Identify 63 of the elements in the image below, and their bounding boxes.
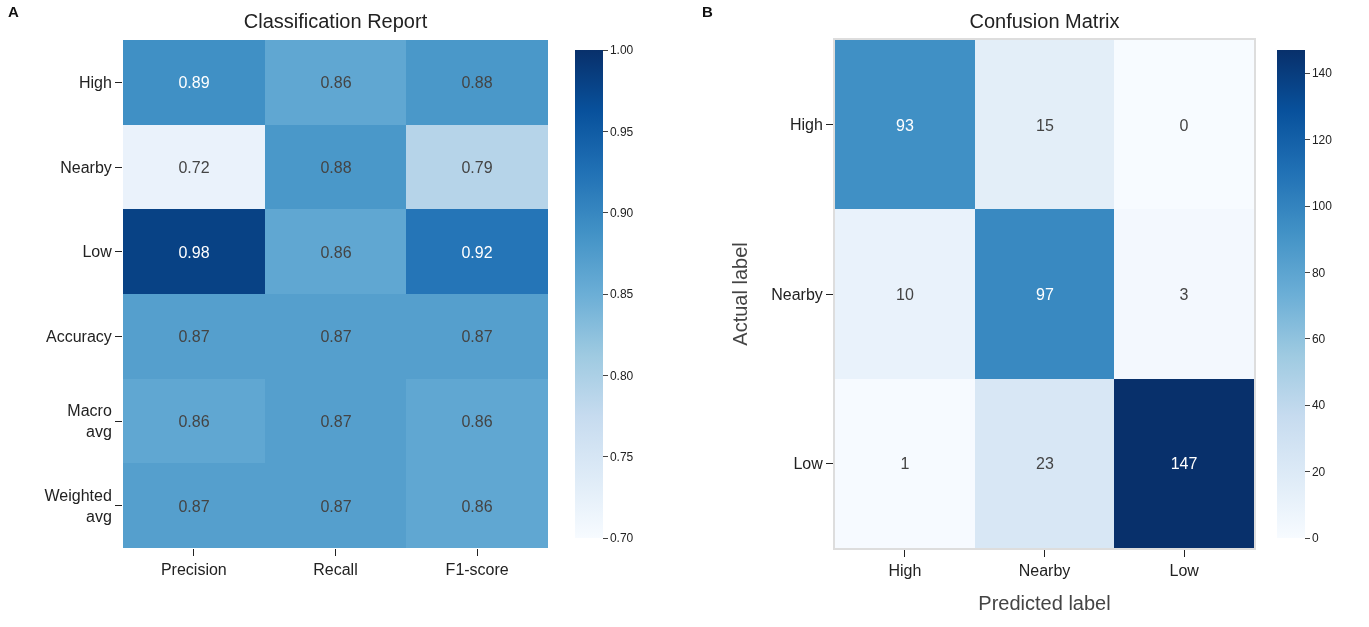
- color-bar-label: 60: [1311, 332, 1326, 347]
- data-label: 93: [896, 116, 914, 134]
- data-label: 147: [1170, 454, 1198, 472]
- data-label: 0.72: [178, 158, 210, 176]
- color-bar-label: 0.95: [609, 124, 634, 139]
- color-bar-label: 120: [1311, 132, 1333, 147]
- data-label: 0.98: [178, 243, 210, 261]
- y-tick-label: High: [78, 73, 112, 91]
- color-bar-label: 0.80: [609, 368, 634, 383]
- data-label: 0: [1179, 116, 1189, 134]
- color-bar-label: 0.75: [609, 449, 634, 464]
- data-label: 3: [1179, 285, 1189, 303]
- text: B: [702, 3, 713, 20]
- data-label: 0.92: [461, 243, 493, 261]
- data-label: 0.87: [320, 327, 352, 345]
- color-bar-label: 1.00: [609, 43, 634, 58]
- color-bar-label: 0: [1311, 531, 1319, 546]
- color-bar-label: 0.85: [609, 287, 634, 302]
- data-label: 0.88: [461, 73, 493, 91]
- y-tick-label: Macro avg: [67, 402, 112, 440]
- color-bar-label: 140: [1311, 66, 1333, 81]
- x-tick-label: Precision: [160, 561, 227, 579]
- y-tick-label: Nearby: [771, 285, 823, 303]
- chart-title: Confusion Matrix: [969, 10, 1120, 32]
- y-tick-label: High: [789, 116, 823, 134]
- color-bar-label: 0.90: [609, 205, 634, 220]
- data-label: 1: [900, 454, 910, 472]
- x-axis-title: Predicted label: [978, 592, 1111, 615]
- data-label: 0.89: [178, 73, 210, 91]
- y-tick-label: Weighted avg: [44, 486, 112, 525]
- data-label: 0.86: [461, 412, 493, 430]
- data-label: 0.87: [178, 327, 210, 345]
- data-label: 0.87: [178, 497, 210, 515]
- data-label: 10: [896, 285, 914, 303]
- data-label: 0.87: [461, 327, 493, 345]
- data-label: 97: [1036, 285, 1054, 303]
- color-bar-label: 40: [1311, 398, 1326, 413]
- color-bar-label: 80: [1311, 265, 1326, 280]
- data-label: 15: [1036, 116, 1054, 134]
- x-tick-label: Recall: [313, 561, 358, 579]
- data-label: 0.87: [320, 412, 352, 430]
- data-label: 0.86: [320, 73, 352, 91]
- data-label: 0.86: [461, 497, 493, 515]
- y-tick-label: Low: [793, 454, 824, 472]
- y-tick-label: Accuracy: [46, 327, 112, 345]
- data-label: 0.86: [178, 412, 210, 430]
- color-bar-label: 0.70: [609, 531, 634, 546]
- data-label: 0.88: [320, 158, 352, 176]
- y-tick-label: Nearby: [60, 158, 112, 176]
- x-tick-label: Low: [1169, 562, 1200, 580]
- chart-title: Classification Report: [243, 10, 428, 32]
- y-axis-title: Actual label: [729, 242, 752, 346]
- x-tick-label: F1-score: [445, 561, 509, 579]
- x-tick-label: Nearby: [1018, 562, 1071, 580]
- color-bar-label: 20: [1311, 464, 1326, 479]
- x-tick-label: High: [888, 562, 922, 580]
- y-tick-label: Low: [82, 243, 113, 261]
- data-label: 23: [1036, 454, 1054, 472]
- text: A: [8, 3, 19, 20]
- color-bar-label: 100: [1311, 199, 1333, 214]
- data-label: 0.86: [320, 243, 352, 261]
- data-label: 0.79: [461, 158, 493, 176]
- data-label: 0.87: [320, 497, 352, 515]
